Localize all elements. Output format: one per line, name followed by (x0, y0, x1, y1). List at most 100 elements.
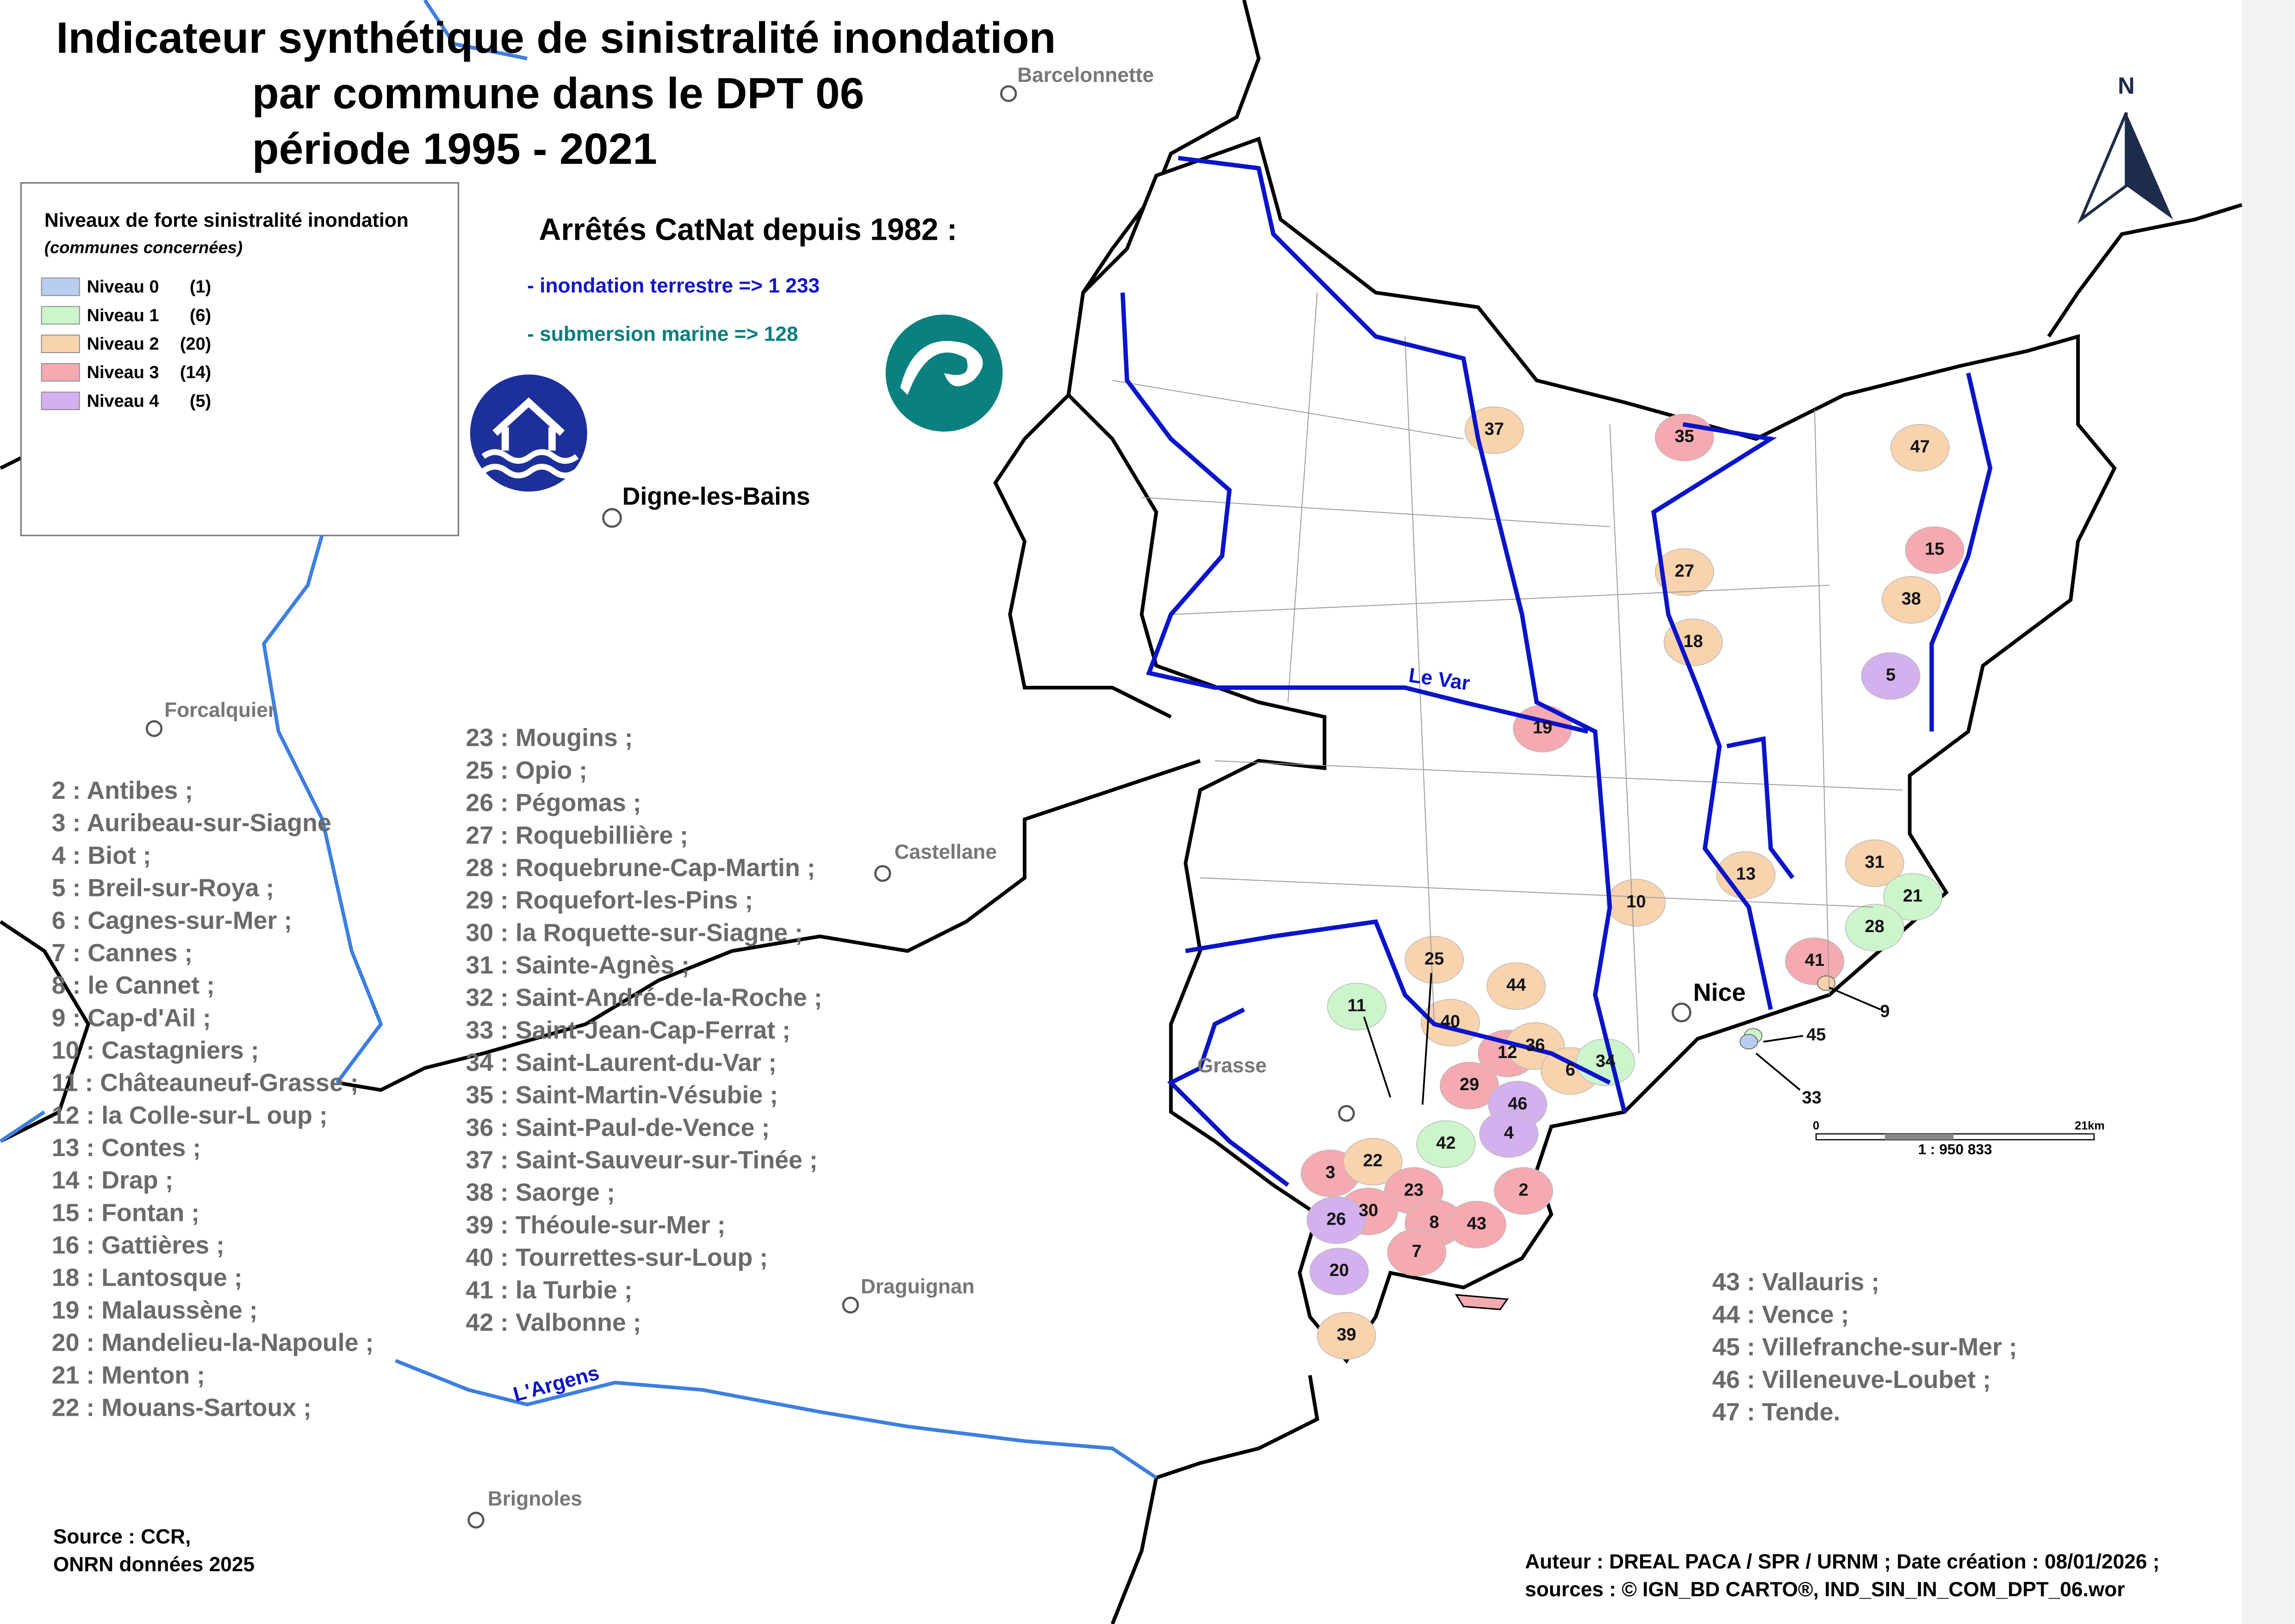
commune-area (1861, 652, 1921, 700)
margin (2242, 0, 2295, 1624)
commune-number: 2 (1518, 1180, 1528, 1200)
place-label: Nice (1693, 978, 1746, 1006)
legend-swatch (41, 363, 80, 382)
commune-entry: 21 : Menton ; (52, 1361, 205, 1389)
commune-number: 36 (1525, 1035, 1545, 1055)
commune-entry: 2 : Antibes ; (52, 777, 193, 804)
commune-entry: 5 : Breil-sur-Roya ; (52, 874, 274, 902)
commune-number: 47 (1910, 437, 1930, 456)
commune-area (1606, 879, 1666, 927)
commune-number: 25 (1424, 949, 1444, 969)
place-label: Castellane (895, 841, 997, 864)
catnat-heading: Arrêtés CatNat depuis 1982 : (539, 212, 957, 247)
commune-number: 45 (1806, 1025, 1826, 1045)
legend-swatch (41, 306, 80, 325)
scale-start: 0 (1813, 1119, 1819, 1132)
commune-number: 11 (1348, 996, 1366, 1015)
title-line: période 1995 - 2021 (252, 124, 657, 174)
credits-line: Auteur : DREAL PACA / SPR / URNM ; Date … (1525, 1550, 2159, 1573)
commune-entry: 20 : Mandelieu-la-Napoule ; (52, 1329, 374, 1356)
title-line: Indicateur synthétique de sinistralité i… (56, 13, 1056, 62)
commune-number: 29 (1460, 1075, 1479, 1095)
commune-number: 40 (1441, 1012, 1460, 1032)
commune-entry: 7 : Cannes ; (52, 939, 193, 967)
legend-count: (5) (190, 392, 211, 411)
scale-ratio: 1 : 950 833 (1918, 1141, 1992, 1157)
city-markers (145, 85, 1692, 1529)
legend-label: Niveau 4 (87, 392, 159, 411)
commune-area (1663, 618, 1723, 666)
commune-area (1387, 1228, 1447, 1276)
commune-entry: 28 : Roquebrune-Cap-Martin ; (466, 854, 815, 882)
legend-swatch (41, 277, 80, 296)
commune-area (1845, 839, 1904, 887)
commune-number: 10 (1626, 892, 1646, 912)
commune-entry: 14 : Drap ; (52, 1166, 174, 1194)
commune-area (1447, 1201, 1506, 1249)
commune-area (1890, 423, 1950, 472)
commune-entry: 19 : Malaussène ; (52, 1296, 258, 1324)
commune-area (1309, 1247, 1369, 1295)
place-label: Forcalquier (164, 699, 276, 722)
catnat-line: - inondation terrestre => 1 233 (527, 274, 820, 297)
commune-number: 42 (1436, 1133, 1455, 1153)
river (0, 0, 1157, 1480)
commune-number: 7 (1412, 1242, 1422, 1261)
commune-number: 37 (1485, 419, 1504, 439)
legend-swatch (41, 334, 80, 353)
commune-entry: 11 : Châteauneuf-Grasse ; (52, 1069, 359, 1097)
scale-end: 21km (2075, 1119, 2105, 1132)
commune-entry: 47 : Tende. (1712, 1398, 1841, 1426)
north-label: N (2118, 72, 2135, 99)
commune-entry: 31 : Sainte-Agnès ; (466, 952, 690, 979)
river (1178, 156, 1627, 1113)
commune-entry: 15 : Fontan ; (52, 1199, 199, 1226)
commune-area (1493, 1167, 1553, 1215)
catnat-line: - submersion marine => 128 (527, 323, 798, 346)
legend-swatch (41, 392, 80, 411)
commune-number: 43 (1467, 1214, 1486, 1233)
commune-entry: 3 : Auribeau-sur-Siagne (52, 809, 331, 837)
commune-number: 39 (1337, 1325, 1356, 1344)
commune-boundaries (1112, 292, 1903, 1054)
commune-number: 46 (1508, 1094, 1527, 1114)
commune-entry: 38 : Saorge ; (466, 1179, 615, 1207)
commune-area (1883, 873, 1942, 921)
credits-line: sources : © IGN_BD CARTO®, IND_SIN_IN_CO… (1525, 1578, 2125, 1601)
commune-entry: 12 : la Colle-sur-L oup ; (52, 1101, 328, 1129)
commune-area (1654, 548, 1714, 596)
commune-number: 21 (1903, 886, 1922, 906)
commune-number: 44 (1506, 976, 1526, 995)
commune-entry: 41 : la Turbie ; (466, 1276, 632, 1304)
river (1167, 919, 1611, 1187)
commune-area (1845, 903, 1904, 952)
commune-entry: 10 : Castagniers ; (52, 1036, 259, 1064)
commune-number: 4 (1504, 1123, 1514, 1143)
island (1455, 1294, 1509, 1310)
commune-number: 3 (1325, 1163, 1335, 1182)
legend-items: Niveau 0 (1) Niveau 1 (6) Niveau 2 (20) Niveau… (41, 277, 211, 411)
commune-number: 13 (1736, 864, 1755, 884)
commune-number: 31 (1865, 852, 1885, 872)
legend-label: Niveau 2 (87, 335, 159, 354)
labels: Barcelonnette Digne-les-Bains Forcalquier C… (52, 64, 2017, 1510)
river (1651, 373, 1993, 1010)
commune-area (1740, 1034, 1758, 1050)
commune-area (1479, 1110, 1539, 1158)
commune-number: 27 (1675, 561, 1694, 581)
legend-subtitle: (communes concernées) (44, 238, 243, 257)
commune-entry: 9 : Cap-d'Ail ; (52, 1004, 211, 1032)
legend-count: (6) (190, 306, 211, 325)
commune-number: 5 (1886, 666, 1896, 685)
commune-number: 20 (1330, 1261, 1349, 1280)
river (1120, 292, 1589, 734)
commune-number: 22 (1363, 1151, 1382, 1170)
commune-number: 9 (1880, 1002, 1890, 1021)
legend-label: Niveau 1 (87, 306, 159, 325)
source-line: ONRN données 2025 (53, 1553, 255, 1576)
commune-number: 12 (1498, 1043, 1517, 1062)
commune-entry: 32 : Saint-André-de-la-Roche ; (466, 984, 822, 1012)
commune-area (1905, 526, 1965, 574)
commune-number: 8 (1430, 1213, 1439, 1232)
